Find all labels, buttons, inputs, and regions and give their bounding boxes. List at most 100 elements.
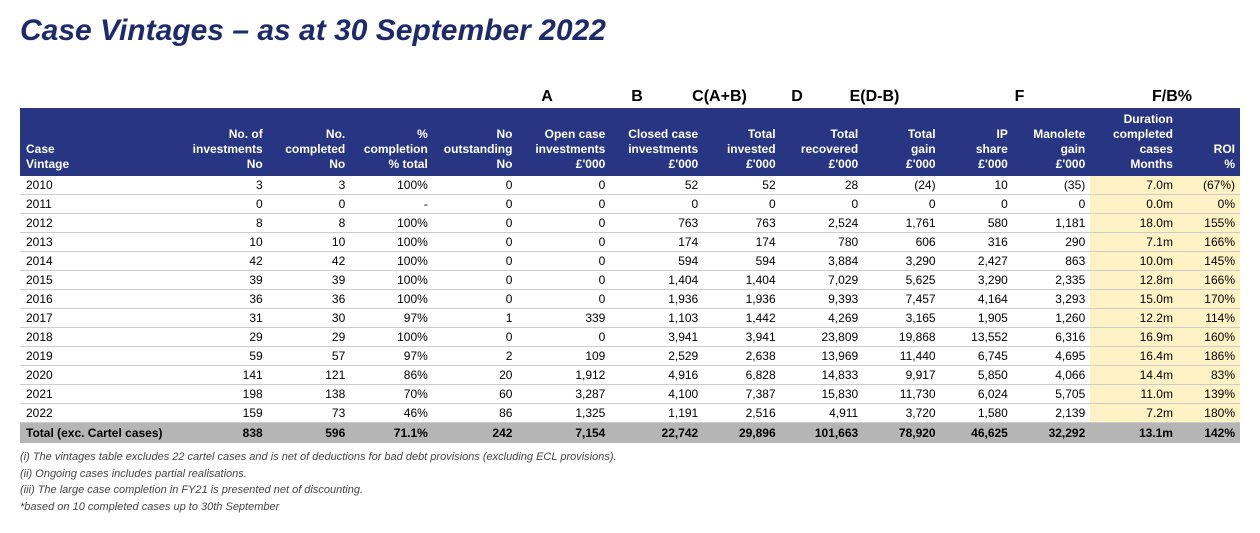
table-cell: 166% [1178, 271, 1240, 290]
table-cell: 6,316 [1013, 328, 1090, 347]
table-cell: 2019 [20, 347, 185, 366]
formula-label: C(A+B) [682, 88, 757, 106]
footnote-line: *based on 10 completed cases up to 30th … [20, 499, 1240, 516]
column-header: DurationcompletedcasesMonths [1090, 108, 1178, 176]
table-cell: 0 [781, 195, 864, 214]
table-cell: 186% [1178, 347, 1240, 366]
table-cell: 15.0m [1090, 290, 1178, 309]
table-cell: 2018 [20, 328, 185, 347]
formula-label [340, 88, 420, 106]
table-cell: 12.8m [1090, 271, 1178, 290]
table-cell: 3,941 [703, 328, 780, 347]
total-cell: 78,920 [863, 423, 940, 444]
formula-label: D [757, 88, 837, 106]
table-cell: 14.4m [1090, 366, 1178, 385]
table-cell: 15,830 [781, 385, 864, 404]
table-cell: 4,695 [1013, 347, 1090, 366]
table-cell: 170% [1178, 290, 1240, 309]
column-header: Manoletegain£'000 [1013, 108, 1090, 176]
table-cell: 3,720 [863, 404, 940, 423]
table-cell: 100% [350, 176, 433, 195]
formula-label: F/B% [1142, 88, 1202, 106]
table-cell: 6,745 [941, 347, 1013, 366]
formula-label: A [502, 88, 592, 106]
column-header: No. ofinvestmentsNo [185, 108, 268, 176]
table-cell: 6,828 [703, 366, 780, 385]
table-cell: 0 [703, 195, 780, 214]
table-cell: 100% [350, 328, 433, 347]
table-cell: 0 [517, 290, 610, 309]
table-cell: - [350, 195, 433, 214]
table-cell: 1,936 [610, 290, 703, 309]
total-cell: 29,896 [703, 423, 780, 444]
table-cell: 5,850 [941, 366, 1013, 385]
table-cell: 4,066 [1013, 366, 1090, 385]
footnote-line: (ii) Ongoing cases includes partial real… [20, 466, 1240, 483]
table-cell: 5,625 [863, 271, 940, 290]
table-cell: (35) [1013, 176, 1090, 195]
column-header: IPshare£'000 [941, 108, 1013, 176]
table-cell: 0 [433, 176, 518, 195]
table-cell: 60 [433, 385, 518, 404]
column-header: %completion% total [350, 108, 433, 176]
table-row: 20182929100%003,9413,94123,80919,86813,5… [20, 328, 1240, 347]
table-cell: 1,580 [941, 404, 1013, 423]
total-cell: 242 [433, 423, 518, 444]
total-cell: 142% [1178, 423, 1240, 444]
table-cell: 3,941 [610, 328, 703, 347]
page-title: Case Vintages – as at 30 September 2022 [20, 14, 1240, 48]
total-cell: 7,154 [517, 423, 610, 444]
table-cell: 0 [268, 195, 351, 214]
table-cell: 0 [517, 214, 610, 233]
table-cell: 42 [185, 252, 268, 271]
table-cell: 2,638 [703, 347, 780, 366]
table-cell: 3 [268, 176, 351, 195]
table-cell: 2015 [20, 271, 185, 290]
table-cell: 29 [185, 328, 268, 347]
table-cell: 580 [941, 214, 1013, 233]
table-cell: 3 [185, 176, 268, 195]
table-cell: 0 [941, 195, 1013, 214]
table-row: 2019595797%21092,5292,63813,96911,4406,7… [20, 347, 1240, 366]
table-cell: 2014 [20, 252, 185, 271]
table-cell: 19,868 [863, 328, 940, 347]
table-header-row: CaseVintageNo. ofinvestmentsNoNo.complet… [20, 108, 1240, 176]
formula-label [912, 88, 982, 106]
table-cell: 12.2m [1090, 309, 1178, 328]
table-cell: 5,705 [1013, 385, 1090, 404]
table-cell: 159 [185, 404, 268, 423]
table-cell: 7.2m [1090, 404, 1178, 423]
table-cell: 180% [1178, 404, 1240, 423]
total-cell: 46,625 [941, 423, 1013, 444]
table-cell: 4,269 [781, 309, 864, 328]
table-cell: (24) [863, 176, 940, 195]
table-cell: 2011 [20, 195, 185, 214]
table-cell: 10 [185, 233, 268, 252]
table-cell: 1,191 [610, 404, 703, 423]
table-cell: 4,100 [610, 385, 703, 404]
formula-label [1057, 88, 1142, 106]
table-cell: 86 [433, 404, 518, 423]
formula-label-row: ABC(A+B)DE(D-B)FF/B% [20, 88, 1240, 106]
column-header: No.completedNo [268, 108, 351, 176]
vintages-table: CaseVintageNo. ofinvestmentsNoNo.complet… [20, 108, 1240, 443]
total-cell: 32,292 [1013, 423, 1090, 444]
table-cell: 109 [517, 347, 610, 366]
table-cell: 52 [703, 176, 780, 195]
table-cell: 36 [268, 290, 351, 309]
table-cell: 3,290 [941, 271, 1013, 290]
table-cell: 0 [610, 195, 703, 214]
table-row: 20131010100%001741747806063162907.1m166% [20, 233, 1240, 252]
column-header: Totalrecovered£'000 [781, 108, 864, 176]
formula-label [260, 88, 340, 106]
table-cell: 0 [433, 328, 518, 347]
table-cell: 3,287 [517, 385, 610, 404]
table-cell: 8 [268, 214, 351, 233]
table-cell: 198 [185, 385, 268, 404]
table-cell: 594 [610, 252, 703, 271]
footnotes: (i) The vintages table excludes 22 carte… [20, 449, 1240, 515]
table-cell: 46% [350, 404, 433, 423]
table-cell: 7.1m [1090, 233, 1178, 252]
table-cell: 0 [863, 195, 940, 214]
table-cell: 4,164 [941, 290, 1013, 309]
